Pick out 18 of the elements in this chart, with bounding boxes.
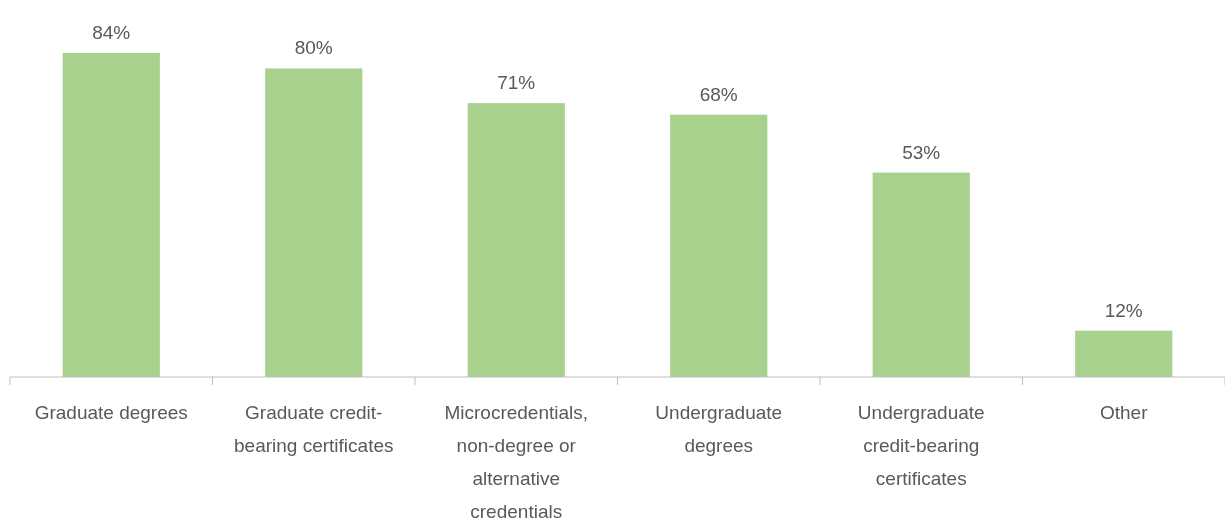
x-tick-label: Other [1099, 402, 1149, 423]
data-label: 71% [497, 72, 536, 94]
x-tick-label: Undergraduate degrees [655, 402, 783, 456]
bar [62, 53, 160, 377]
bar [1075, 330, 1173, 377]
x-tick-label: Microcredentials, non-degree or alternative credentials [444, 402, 589, 521]
x-tick-label: Graduate credit-bearing certificates [234, 402, 394, 456]
bar [467, 103, 565, 377]
data-label: 12% [1104, 299, 1143, 321]
data-label: 80% [294, 37, 333, 59]
data-label: 84% [92, 22, 131, 43]
x-tick-label: Undergraduate credit-bearing certificates [857, 402, 985, 489]
data-label: 53% [902, 141, 941, 163]
bar [670, 114, 768, 377]
data-label: 68% [699, 83, 738, 105]
bar [265, 68, 363, 377]
x-tick-label: Graduate degrees [34, 402, 188, 423]
bar [872, 172, 970, 377]
